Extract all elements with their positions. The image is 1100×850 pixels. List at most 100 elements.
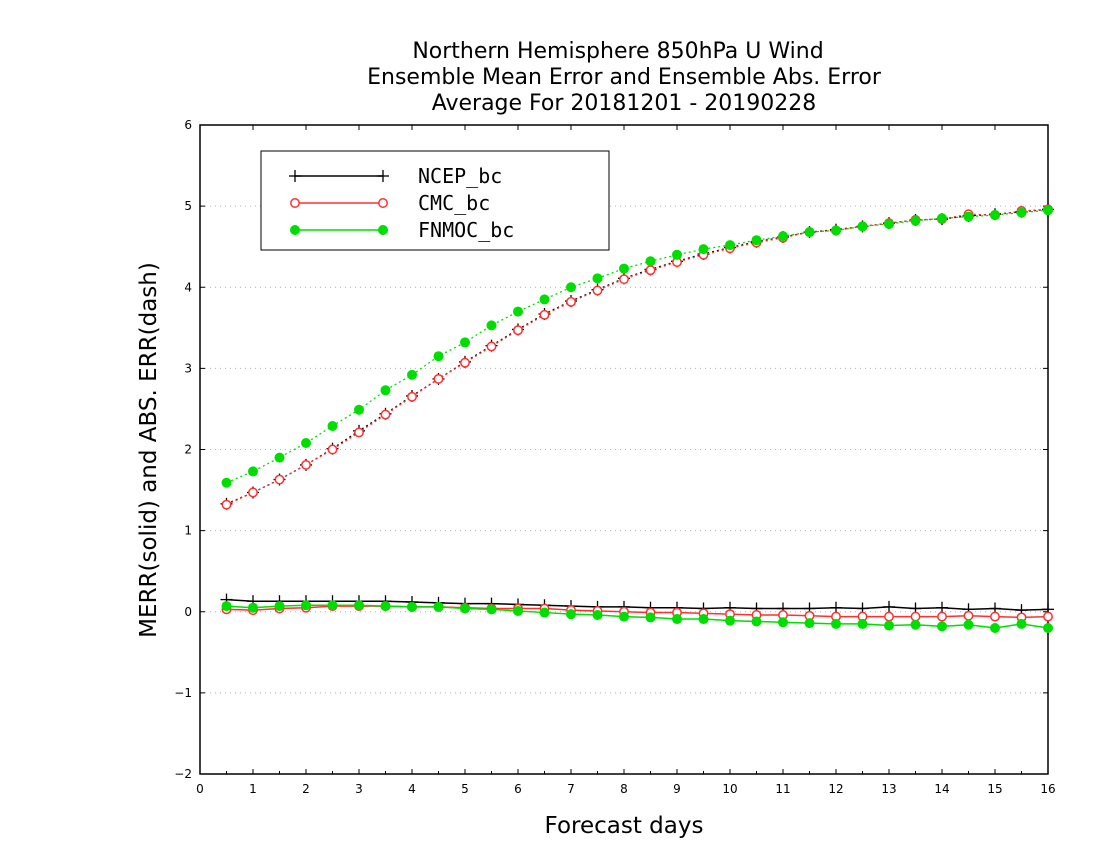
series-cmc-bc-abs-err-point [221,499,232,510]
x-axis-tick-label: 7 [567,782,575,796]
series-fnmoc-bc-merr-point [486,604,497,615]
series-fnmoc-bc-abs-err-point [672,249,682,260]
series-fnmoc-bc-merr-point [619,611,629,622]
series-cmc-bc-abs-err-point [274,474,285,485]
series-fnmoc-bc-abs-err-point [327,420,338,431]
series-fnmoc-bc-abs-err-point [592,273,603,284]
series-cmc-bc-merr-point [884,611,894,622]
series-fnmoc-bc-merr-point [910,619,921,630]
series-cmc-bc-abs-err-point [592,285,603,296]
series-cmc-bc-abs-err-point [513,325,523,336]
x-axis-tick-label: 5 [461,782,469,796]
series-fnmoc-bc-abs-err-point [460,337,470,348]
series-fnmoc-bc-abs-err-point [248,466,258,477]
series-fnmoc-bc-merr-point [698,614,709,625]
series-fnmoc-bc-abs-err-line [226,209,1049,484]
series-fnmoc-bc-merr-point [248,602,258,613]
series-fnmoc-bc-merr-point [221,601,232,612]
chart-title-line-1: Northern Hemisphere 850hPa U Wind [412,39,823,64]
series-cmc-bc-merr-point [963,610,974,621]
series-fnmoc-bc-merr-point [645,612,656,623]
y-axis-tick-label: 0 [184,605,192,619]
series-fnmoc-bc-abs-err-point [433,351,444,362]
series-cmc-bc-abs-err-point [407,391,417,402]
legend-marker-ncep-bc [377,170,389,182]
series-fnmoc-bc-abs-err-point [407,369,417,380]
legend-label-cmc-bc: CMC_bc [418,191,490,215]
series-cmc-bc-abs-err-point [248,487,258,498]
chart-title: Northern Hemisphere 850hPa U Wind Ensemb… [367,39,882,116]
series-fnmoc-bc-merr-point [857,618,868,629]
x-axis-label: Forecast days [545,813,704,839]
series-fnmoc-bc-merr-point [1043,622,1053,633]
series-cmc-bc-abs-err-point [327,444,338,455]
series-fnmoc-bc-abs-err-point [380,385,391,396]
x-axis-tick-label: 9 [673,782,681,796]
series-fnmoc-bc-abs-err-point [301,438,311,449]
legend-entry-fnmoc-bc: FNMOC_bc [290,218,514,242]
series-cmc-bc-abs-err-point [354,427,364,438]
series-fnmoc-bc-merr-point [963,619,974,630]
series-fnmoc-bc-abs-err-point [619,263,629,274]
series-fnmoc-bc-merr-point [831,618,841,629]
series-fnmoc-bc-abs-err-point [566,282,576,293]
y-axis-tick-label: 6 [184,118,192,132]
series-fnmoc-bc-abs-err-point [751,235,762,246]
x-axis-tick-label: 1 [249,782,257,796]
series-layer [220,203,1054,633]
series-cmc-bc-abs-err-point [539,309,550,320]
series-cmc-bc-abs-err-point [301,459,311,470]
series-fnmoc-bc-merr-point [327,600,338,611]
series-fnmoc-bc-abs-err-point [539,294,550,305]
series-cmc-bc-abs-err-point [433,373,444,384]
series-fnmoc-bc-abs-err-point [910,215,921,226]
legend-label-ncep-bc: NCEP_bc [418,164,502,188]
chart-title-line-3: Average For 20181201 - 20190228 [432,91,817,116]
series-fnmoc-bc-abs-err-point [645,256,656,267]
x-axis-tick-label: 11 [775,782,790,796]
series-fnmoc-bc-abs-err-point [221,477,232,488]
series-cmc-bc-merr-point [910,611,921,622]
series-cmc-bc-abs-err-point [566,296,576,307]
series-fnmoc-bc-merr-point [1016,618,1027,629]
series-cmc-bc-abs-err-point [619,274,629,285]
legend-label-fnmoc-bc: FNMOC_bc [418,218,514,242]
y-axis-tick-label: 5 [184,199,192,213]
series-fnmoc-bc-merr-point [937,621,947,632]
x-axis-tick-label: 3 [355,782,363,796]
series-fnmoc-bc-abs-err-point [274,452,285,463]
legend-marker-ncep-bc [289,170,301,182]
series-ncep-bc-merr-point [883,600,895,613]
legend-marker-cmc-bc [290,198,300,208]
y-axis-tick-label: 1 [184,524,192,538]
series-fnmoc-bc-abs-err-point [937,213,947,224]
series-fnmoc-bc-merr-point [274,601,285,612]
x-axis-tick-label: 0 [196,782,204,796]
chart-title-line-2: Ensemble Mean Error and Ensemble Abs. Er… [367,65,882,90]
x-axis-tick-label: 8 [620,782,628,796]
x-axis-tick-label: 6 [514,782,522,796]
series-cmc-bc-merr-point [990,611,1000,622]
series-fnmoc-bc-merr-point [751,616,762,627]
series-cmc-bc-merr-point [1043,611,1053,622]
series-fnmoc-bc-abs-err-point [1043,205,1053,216]
y-axis-tick-label: 4 [184,280,192,294]
series-fnmoc-bc-abs-err-point [831,225,841,236]
y-axis-tick-label: 2 [184,443,192,457]
series-fnmoc-bc-abs-err-point [725,240,735,251]
series-fnmoc-bc-abs-err-point [486,320,497,331]
series-fnmoc-bc-merr-point [990,622,1000,633]
series-fnmoc-bc-merr-point [672,614,682,625]
series-fnmoc-bc-merr-point [804,618,815,629]
series-fnmoc-bc-abs-err-point [513,306,523,317]
x-axis-tick-label: 16 [1040,782,1055,796]
series-cmc-bc-abs-err-point [380,409,391,420]
series-cmc-bc-abs-err-point [645,265,656,276]
series-fnmoc-bc-merr-point [513,605,523,616]
series-fnmoc-bc-merr-point [566,609,576,620]
series-fnmoc-bc-abs-err-point [804,227,815,238]
series-cmc-bc-abs-err-point [460,357,470,368]
series-cmc-bc-abs-err-point [486,341,497,352]
series-fnmoc-bc-abs-err-point [1016,207,1027,218]
